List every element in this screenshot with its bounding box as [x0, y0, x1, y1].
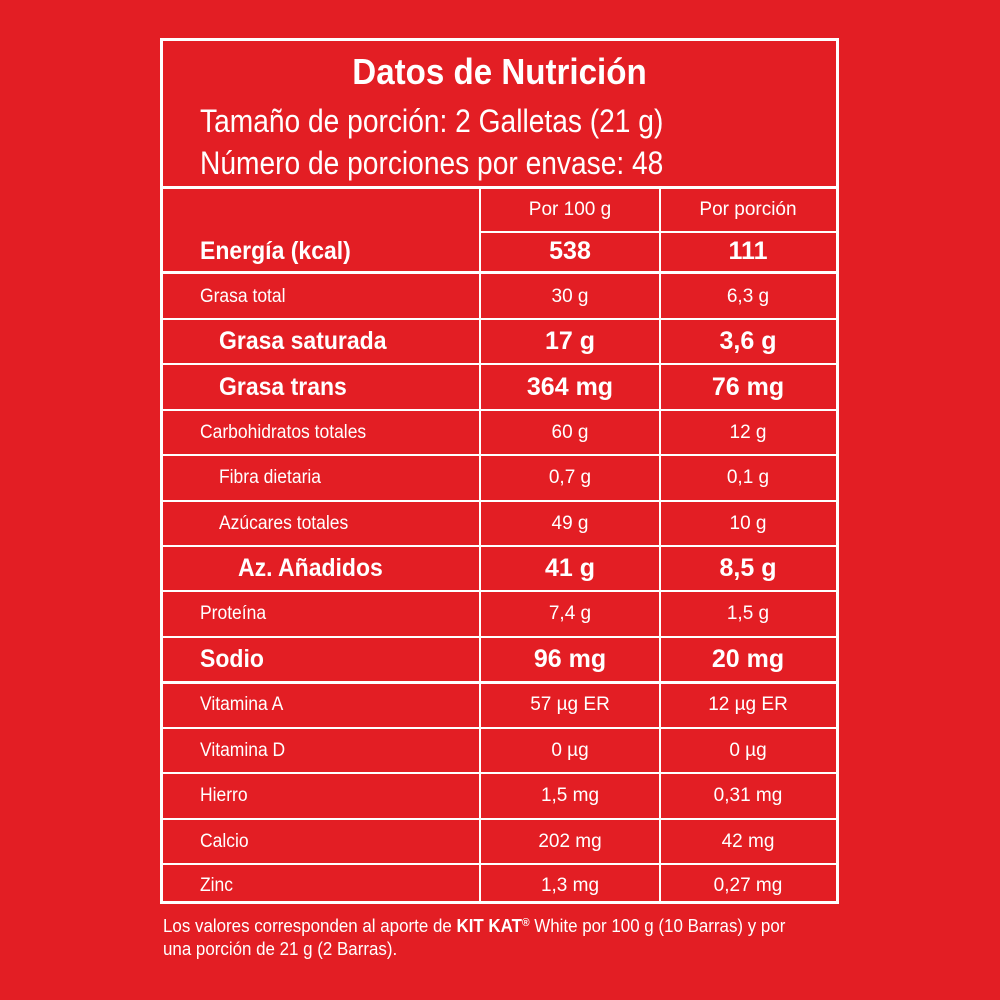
nutrient-per-100g: 1,5 mg — [540, 785, 600, 806]
column-divider — [659, 189, 661, 901]
nutrient-name: Grasa saturada — [219, 327, 387, 355]
nutrient-per-100g: 49 g — [551, 512, 589, 534]
row-divider — [163, 500, 836, 502]
label-header: Datos de Nutrición Tamaño de porción: 2 … — [163, 41, 836, 189]
nutrient-per-serving: 76 mg — [711, 372, 785, 401]
nutrient-per-serving: 20 mg — [711, 645, 785, 673]
nutrient-per-100g: 7,4 g — [548, 603, 592, 624]
column-header-per-serving: Por porción — [699, 199, 797, 220]
nutrient-name: Az. Añadidos — [238, 554, 383, 582]
row-divider — [163, 863, 836, 865]
nutrient-name: Vitamina A — [200, 694, 284, 715]
row-divider — [163, 454, 836, 456]
nutrition-facts-panel: Datos de Nutrición Tamaño de porción: 2 … — [160, 38, 839, 904]
row-divider — [163, 318, 836, 320]
energy-per-serving: 111 — [728, 236, 768, 265]
row-divider — [163, 772, 836, 774]
nutrient-per-serving: 0,31 mg — [713, 785, 783, 806]
footnote: Los valores corresponden al aporte de KI… — [163, 912, 802, 961]
nutrient-name: Sodio — [200, 645, 264, 673]
column-header-divider — [480, 231, 836, 233]
serving-size: Tamaño de porción: 2 Galletas (21 g) — [200, 103, 664, 139]
nutrient-per-100g: 60 g — [551, 421, 589, 443]
nutrient-per-serving: 1,5 g — [726, 603, 770, 624]
energy-per-100g: 538 — [549, 236, 591, 265]
nutrient-per-100g: 0 µg — [551, 739, 589, 761]
nutrient-per-100g: 1,3 mg — [540, 874, 600, 896]
nutrient-per-serving: 10 g — [729, 512, 767, 534]
nutrient-name: Fibra dietaria — [219, 467, 322, 488]
nutrient-per-100g: 364 mg — [526, 372, 614, 401]
row-divider — [163, 727, 836, 729]
registered-mark: ® — [521, 917, 530, 929]
nutrient-per-serving: 0,1 g — [726, 467, 770, 488]
nutrient-per-serving: 6,3 g — [726, 285, 770, 307]
nutrient-per-100g: 41 g — [544, 554, 596, 582]
nutrient-per-100g: 96 mg — [533, 645, 607, 673]
nutrient-per-serving: 12 g — [729, 421, 767, 443]
servings-per-container: Número de porciones por envase: 48 — [200, 145, 664, 181]
nutrient-per-serving: 0 µg — [729, 739, 767, 761]
nutrient-per-serving: 8,5 g — [719, 554, 777, 582]
row-divider — [163, 363, 836, 365]
nutrient-per-serving: 3,6 g — [719, 327, 777, 355]
row-divider — [163, 409, 836, 411]
nutrient-per-serving: 12 µg ER — [708, 694, 788, 715]
nutrient-name: Grasa total — [200, 285, 286, 307]
energy-label: Energía (kcal) — [200, 236, 351, 265]
row-divider — [163, 636, 836, 638]
nutrient-name: Vitamina D — [200, 739, 286, 761]
nutrient-name: Grasa trans — [219, 372, 347, 401]
nutrient-per-100g: 202 mg — [538, 830, 602, 852]
nutrient-per-serving: 0,27 mg — [713, 874, 783, 896]
nutrient-per-serving: 42 mg — [721, 830, 775, 852]
nutrient-per-100g: 57 µg ER — [530, 694, 610, 715]
nutrient-name: Proteína — [200, 603, 267, 624]
footnote-brand: KIT KAT — [456, 916, 522, 936]
header-divider — [163, 186, 836, 189]
nutrient-name: Azúcares totales — [219, 512, 349, 534]
footnote-text-start: Los valores corresponden al aporte de — [163, 916, 457, 936]
label-title: Datos de Nutrición — [352, 51, 647, 92]
row-divider — [163, 590, 836, 592]
column-header-per-100g: Por 100 g — [528, 199, 612, 220]
row-divider — [163, 818, 836, 820]
energy-divider — [163, 271, 836, 274]
column-divider — [479, 189, 481, 901]
nutrient-per-100g: 17 g — [544, 327, 596, 355]
nutrient-name: Calcio — [200, 830, 249, 852]
nutrient-name: Hierro — [200, 785, 248, 806]
footnote-text-end: White por 100 g (10 Barras) y por una po… — [163, 916, 786, 959]
nutrient-name: Zinc — [200, 874, 234, 896]
row-divider — [163, 681, 836, 684]
nutrient-per-100g: 0,7 g — [548, 467, 592, 488]
row-divider — [163, 545, 836, 547]
nutrient-per-100g: 30 g — [551, 285, 589, 307]
nutrient-name: Carbohidratos totales — [200, 421, 367, 443]
